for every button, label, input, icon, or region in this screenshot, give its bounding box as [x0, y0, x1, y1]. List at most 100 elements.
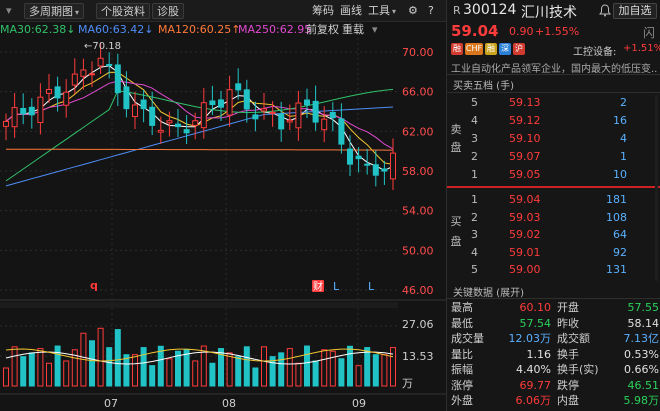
sell-row[interactable]: 5 59.13 2	[463, 95, 657, 111]
key-data-value: 46.51	[627, 378, 660, 392]
key-data-label: 昨收	[557, 316, 579, 330]
volume-bar	[295, 362, 302, 387]
volume-bar	[11, 346, 18, 387]
tag-badge: 融	[451, 43, 463, 55]
candle-body	[71, 73, 78, 86]
ask-price: 59.05	[509, 168, 541, 181]
level: 1	[471, 193, 478, 206]
key-data-row: 量比 1.16 换手 0.53%	[447, 348, 660, 362]
draw-line-button[interactable]: 画线	[340, 4, 362, 17]
candle-body	[123, 86, 130, 110]
bell-icon[interactable]	[599, 4, 611, 17]
ask-volume: 16	[613, 114, 627, 127]
buy-row[interactable]: 2 59.03 108	[463, 210, 657, 226]
candle-body	[89, 73, 95, 76]
sell-row[interactable]: 3 59.10 4	[463, 131, 657, 147]
candle-body	[166, 120, 173, 124]
volume-axis-label: 13.53	[402, 350, 434, 363]
candle-body	[338, 118, 345, 145]
buy-row[interactable]: 4 59.01 92	[463, 245, 657, 261]
candle-body	[372, 164, 379, 176]
add-watchlist-button[interactable]: 加自选	[613, 3, 657, 19]
ask-price: 59.07	[509, 150, 541, 163]
kline-svg[interactable]: 70.00 66.00 62.00 58.00 54.00 50.00 46.00 ←70.1…	[0, 38, 446, 411]
overlay-button[interactable]: 重载	[342, 23, 364, 36]
candle-body	[28, 106, 35, 116]
buy-row[interactable]: 5 59.00 131	[463, 262, 657, 278]
key-data-value: 7.13亿	[623, 332, 660, 345]
key-data-value: 57.55	[627, 301, 660, 314]
chart-toolbar: ▾ 多周期图 ▾ 个股资料 诊股 筹码 画线 工具 ▾ ⚙ ?	[0, 0, 446, 22]
sell-side-label: 盘	[450, 141, 462, 154]
sell-row[interactable]: 2 59.07 1	[463, 149, 657, 165]
buy-row[interactable]: 1 59.04 181	[463, 192, 657, 208]
chevron-down-icon: ▾	[392, 7, 397, 16]
tools-button[interactable]: 工具 ▾	[368, 4, 397, 17]
kline-chart[interactable]: 70.00 66.00 62.00 58.00 54.00 50.00 46.00 ←70.1…	[0, 38, 446, 411]
bid-volume: 64	[613, 228, 627, 241]
month-label: 08	[222, 397, 236, 410]
chevron-down-icon: ▾	[75, 8, 80, 17]
key-data-value: 58.14	[627, 316, 660, 330]
marker-cai-bg	[312, 280, 324, 292]
bid-volume: 181	[606, 193, 627, 206]
volume-ma-line	[5, 351, 394, 365]
key-data-label: 最高	[451, 301, 473, 314]
volume-bar	[183, 349, 190, 387]
candle-body	[114, 64, 121, 94]
level: 4	[471, 245, 478, 259]
dropdown-icon[interactable]: ▾	[6, 4, 12, 17]
candle-body	[304, 99, 310, 106]
level: 3	[471, 228, 478, 241]
candle-body	[226, 89, 233, 116]
sell-row[interactable]: 1 59.05 10	[463, 167, 657, 183]
key-data-label: 成交量	[451, 332, 484, 345]
sell-row[interactable]: 4 59.12 16	[463, 113, 657, 129]
candle-body	[149, 106, 156, 126]
volume-bar	[364, 347, 371, 387]
volume-bar	[200, 345, 207, 387]
adjust-button[interactable]: 前复权	[306, 23, 339, 36]
candle-body	[269, 111, 276, 114]
volume-bar	[166, 358, 173, 387]
candle-body	[63, 91, 70, 106]
key-data-title[interactable]: 关键数据 (展开)	[453, 288, 524, 299]
stock-info-button[interactable]: 个股资料	[96, 3, 150, 19]
volume-bar	[37, 348, 44, 387]
concept-label[interactable]: 工控设备:	[573, 47, 617, 58]
volume-bar	[114, 329, 121, 387]
key-data-row: 最低 57.54 昨收 58.14	[447, 317, 660, 331]
buy-side-label: 盘	[450, 235, 462, 248]
key-data-label: 量比	[451, 347, 473, 361]
candle-body	[11, 107, 18, 128]
quote-panel: R 300124 汇川技术 加自选 59.04 🠕 0.90 +1.55% 闪 …	[446, 0, 660, 411]
flash-icon[interactable]: 闪	[643, 26, 656, 40]
diagnose-button[interactable]: 诊股	[152, 3, 184, 19]
overlay-chevron-icon[interactable]: ▾	[372, 23, 378, 36]
bid-volume: 92	[613, 245, 627, 259]
chip-button[interactable]: 筹码	[312, 4, 334, 17]
settings-icon[interactable]: ⚙	[408, 4, 418, 17]
ask-volume: 1	[620, 150, 627, 163]
buy-row[interactable]: 3 59.02 64	[463, 227, 657, 243]
volume-bar	[261, 346, 267, 387]
volume-bar	[89, 340, 95, 387]
level: 2	[471, 210, 478, 224]
period-button[interactable]: 多周期图 ▾	[24, 3, 85, 19]
bid-price: 59.04	[509, 193, 541, 206]
company-description[interactable]: 工业自动化产品领军企业，国内最大的低压变...	[451, 64, 657, 75]
sell-side-label: 卖	[450, 123, 462, 136]
candle-body	[157, 129, 164, 133]
candle-body	[286, 119, 293, 123]
key-data-value: 5.98万	[623, 394, 660, 407]
volume-bar	[243, 346, 250, 387]
candle-body	[364, 163, 371, 166]
level: 4	[471, 114, 478, 127]
volume-bar	[132, 354, 138, 387]
candle-body	[295, 102, 302, 129]
price-change-pct: +1.55%	[535, 25, 580, 38]
ask-price: 59.12	[509, 114, 541, 127]
scrollbar[interactable]	[654, 95, 659, 281]
price-axis-label: 58.00	[402, 165, 434, 178]
help-icon[interactable]: ?	[428, 4, 434, 17]
